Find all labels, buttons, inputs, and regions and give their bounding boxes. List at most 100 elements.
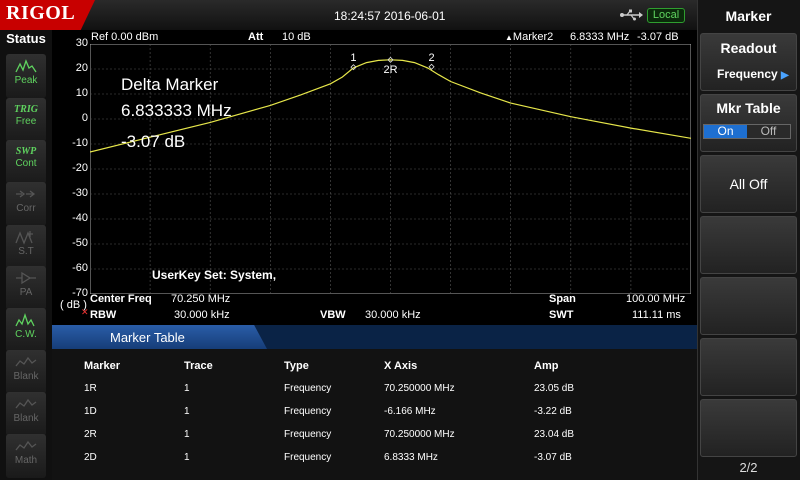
peak-icon	[15, 59, 37, 73]
att-label: Att	[248, 31, 264, 43]
marker-table-cell: Frequency	[284, 383, 332, 394]
readout-value: Frequency ▶	[717, 67, 789, 81]
marker-table-column-header: Amp	[534, 360, 559, 372]
delta-marker-freq: 6.833333 MHz	[121, 101, 232, 120]
mkr-table-toggle[interactable]: On Off	[703, 124, 791, 139]
status-item-pa-5: PA	[6, 266, 46, 310]
status-item-label: C.W.	[15, 329, 37, 340]
y-tick-label: -10	[72, 137, 88, 149]
status-item-label: Blank	[13, 371, 39, 382]
markers: 1 2R 2	[350, 52, 435, 76]
status-item-label: Corr	[16, 203, 36, 214]
empty-softkey-6[interactable]	[700, 338, 797, 396]
vbw-label: VBW	[320, 309, 346, 321]
marker-table-cell: -3.22 dB	[534, 406, 572, 417]
status-item-cont-2: SWP Cont	[6, 140, 46, 184]
y-tick-label: -70	[72, 287, 88, 299]
toggle-off[interactable]: Off	[747, 125, 790, 138]
status-title: Status	[6, 31, 46, 46]
status-item-corr-3: Corr	[6, 182, 46, 226]
span-value: 100.00 MHz	[626, 293, 686, 305]
preamp-icon	[16, 271, 36, 285]
userkey-set: UserKey Set: System,	[152, 268, 277, 282]
delta-marker-title: Delta Marker	[121, 75, 219, 94]
spectrum-plot[interactable]: 1 2R 2	[90, 44, 691, 294]
all-off-softkey[interactable]: All Off	[700, 155, 797, 213]
sweep-icon: SWP	[15, 146, 37, 157]
status-item-blank-7: Blank	[6, 350, 46, 394]
arrow-right-icon: ▶	[781, 70, 789, 81]
usb-icon	[620, 9, 643, 21]
active-marker-label: Marker2	[512, 31, 554, 43]
readout-softkey[interactable]: Readout	[700, 33, 797, 91]
active-marker-freq: 6.8333 MHz	[570, 31, 630, 43]
status-item-label: PA	[19, 287, 33, 298]
local-badge: Local	[647, 8, 685, 23]
y-tick-label: 20	[75, 62, 88, 74]
marker-table-cell: Frequency	[284, 406, 332, 417]
marker-table-cell: 2R	[84, 429, 97, 440]
math-icon	[15, 440, 37, 451]
span-label: Span	[549, 293, 576, 305]
ref-marker-icon: ✕	[81, 307, 89, 317]
all-off-label: All Off	[729, 176, 768, 192]
empty-softkey-4[interactable]	[700, 216, 797, 274]
center-freq-value: 70.250 MHz	[171, 293, 231, 305]
marker-table-column-header: Type	[284, 360, 309, 372]
y-tick-label: -60	[72, 262, 88, 274]
marker-table-cell: 6.8333 MHz	[384, 452, 438, 463]
ref-level: Ref 0.00 dBm	[91, 31, 159, 43]
menu-title: Marker	[725, 8, 772, 24]
mkr-table-label: Mkr Table	[716, 100, 781, 116]
source-tracking-icon	[15, 231, 33, 245]
status-item-st-4: S.T	[6, 225, 46, 269]
page-indicator: 2/2	[739, 460, 758, 475]
marker-table-column-header: Marker	[84, 360, 121, 372]
mkr-table-softkey[interactable]: Mkr Table	[700, 94, 797, 152]
marker-label-2r: 2R	[383, 64, 397, 76]
marker-1	[350, 64, 357, 71]
marker-table-tab[interactable]	[52, 325, 267, 349]
y-tick-label: 10	[75, 87, 88, 99]
readout-value-text: Frequency	[717, 67, 778, 81]
top-bar	[0, 0, 697, 30]
status-item-cw-6: C.W.	[6, 308, 46, 352]
marker-table-cell: Frequency	[284, 429, 332, 440]
empty-softkey-5[interactable]	[700, 277, 797, 335]
rbw-label: RBW	[90, 309, 117, 321]
marker-table-column-header: X Axis	[384, 360, 418, 372]
marker-table-cell: 1	[184, 429, 190, 440]
status-item-label: Math	[14, 455, 38, 466]
trig-icon: TRIG	[14, 104, 38, 115]
status-item-peak-0: Peak	[6, 54, 46, 98]
y-tick-label: -20	[72, 162, 88, 174]
marker-table-cell: -6.166 MHz	[384, 406, 436, 417]
marker-table	[52, 349, 697, 480]
y-tick-label: -40	[72, 212, 88, 224]
marker-label-1: 1	[350, 52, 356, 64]
marker-label-2: 2	[429, 52, 435, 64]
status-item-label: Blank	[13, 413, 39, 424]
marker-table-cell: 1D	[84, 406, 97, 417]
att-value: 10 dB	[282, 31, 311, 43]
empty-softkey-7[interactable]	[700, 399, 797, 457]
trace-1	[90, 59, 691, 153]
rigol-logo: RIGOL	[0, 0, 95, 30]
status-item-label: Free	[15, 116, 37, 127]
marker-table-cell: 1	[184, 383, 190, 394]
marker-table-cell: 23.04 dB	[534, 429, 575, 440]
y-tick-label: -30	[72, 187, 88, 199]
toggle-on[interactable]: On	[704, 125, 747, 138]
readout-label: Readout	[720, 40, 777, 56]
status-item-math-9: Math	[6, 434, 46, 478]
y-tick-label: 30	[75, 37, 88, 49]
marker-table-cell: Frequency	[284, 452, 332, 463]
grid	[90, 44, 691, 294]
vbw-value: 30.000 kHz	[365, 309, 421, 321]
cw-icon	[15, 312, 35, 327]
marker-2	[428, 63, 435, 70]
date-time: 18:24:57 2016-06-01	[334, 9, 446, 23]
triangle-icon: ▲	[505, 33, 513, 42]
y-tick-label: 0	[81, 112, 88, 124]
y-tick-label: -50	[72, 237, 88, 249]
